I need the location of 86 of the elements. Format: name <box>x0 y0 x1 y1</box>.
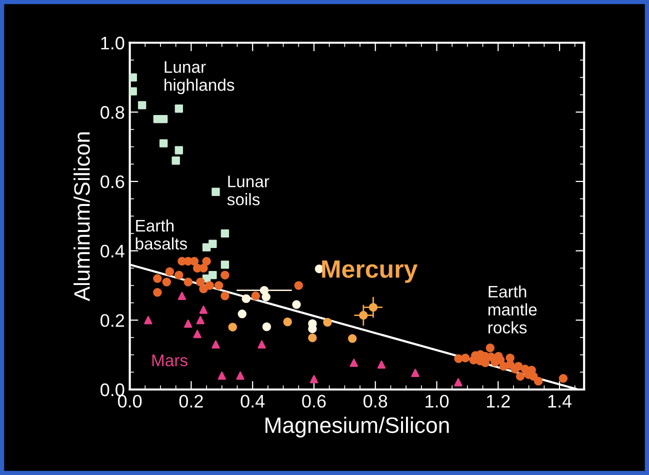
point <box>212 188 220 196</box>
point <box>220 270 230 280</box>
point <box>323 318 332 327</box>
point <box>202 256 211 266</box>
point <box>534 376 543 386</box>
point <box>178 292 186 300</box>
point <box>529 372 538 381</box>
y-tick-label: 0.4 <box>100 244 124 258</box>
point <box>262 292 270 302</box>
point <box>220 292 230 300</box>
point <box>220 260 230 269</box>
point <box>144 316 152 324</box>
point <box>174 146 184 154</box>
point <box>238 310 247 318</box>
point <box>184 320 192 328</box>
x-tick-label: 0.2 <box>179 394 203 408</box>
point <box>153 288 162 297</box>
point <box>262 322 272 332</box>
x-tick-label: 1.2 <box>486 394 510 408</box>
point <box>368 302 378 312</box>
y-tick-label: 0.8 <box>100 106 124 119</box>
series-label: Mercury <box>322 260 418 283</box>
point <box>310 375 318 384</box>
point <box>208 270 217 280</box>
point <box>130 73 137 82</box>
y-tick-label: 1.0 <box>101 36 124 50</box>
point <box>350 358 358 367</box>
y-tick-label: 0.6 <box>100 175 124 188</box>
point <box>348 334 357 343</box>
point <box>199 284 208 294</box>
point <box>260 286 269 295</box>
point <box>214 281 224 290</box>
point <box>138 101 146 110</box>
point <box>258 340 266 349</box>
point <box>228 322 237 332</box>
y-axis-title: Aluminum/Silicon <box>74 132 90 302</box>
point <box>558 374 568 383</box>
point <box>172 156 180 165</box>
point <box>242 294 251 304</box>
point <box>236 372 244 380</box>
point <box>159 114 168 124</box>
point <box>174 270 184 280</box>
x-tick-label: 0.6 <box>302 394 326 408</box>
point <box>283 318 292 326</box>
point <box>251 292 260 300</box>
y-tick-label: 0.0 <box>100 383 124 396</box>
point <box>205 281 214 290</box>
point <box>165 267 174 276</box>
series-label: Lunar highlands <box>164 61 234 94</box>
point <box>208 240 217 248</box>
series-label: Lunar soils <box>227 176 270 206</box>
point <box>193 330 202 338</box>
point <box>377 360 386 369</box>
point <box>292 300 301 309</box>
point <box>294 281 303 290</box>
point <box>159 139 168 148</box>
point <box>454 378 462 386</box>
x-tick-label: 1.4 <box>548 395 572 408</box>
point <box>514 362 523 371</box>
point <box>184 278 192 286</box>
series-label: Earth basalts <box>136 219 187 250</box>
point <box>486 344 495 352</box>
point <box>516 372 525 381</box>
point <box>411 368 420 377</box>
point <box>162 278 172 286</box>
point <box>212 340 220 349</box>
point <box>308 333 317 342</box>
point <box>196 316 204 324</box>
series-label: Mars <box>152 354 188 366</box>
point <box>460 354 470 362</box>
y-tick-label: 0.2 <box>100 314 124 327</box>
x-tick-label: 1.0 <box>426 394 449 408</box>
point <box>153 274 162 283</box>
x-tick-label: 0.8 <box>364 394 388 408</box>
series-label: Earth mantle rocks <box>488 285 537 334</box>
x-tick-label: 0.0 <box>118 394 142 408</box>
point <box>130 87 137 96</box>
point <box>220 229 230 238</box>
point <box>196 278 205 286</box>
x-axis-title: Magnesium/Silicon <box>266 416 449 438</box>
point <box>174 104 184 113</box>
point <box>199 306 208 314</box>
point <box>199 264 208 273</box>
x-tick-label: 0.4 <box>240 394 265 408</box>
point <box>359 310 368 320</box>
point <box>218 372 226 380</box>
